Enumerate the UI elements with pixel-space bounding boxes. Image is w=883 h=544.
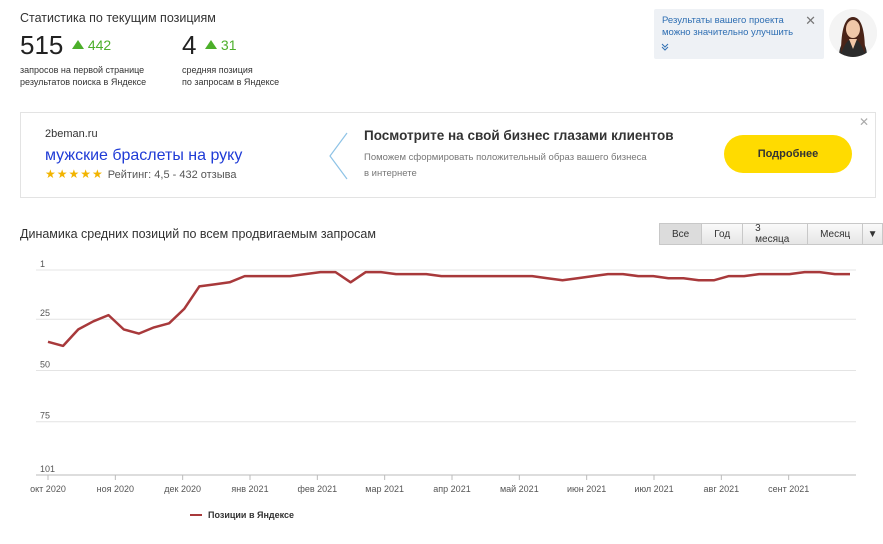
stat-description: запросов на первой странице результатов … [20, 65, 147, 87]
y-tick-label: 50 [40, 359, 50, 369]
range-year-button[interactable]: Год [701, 223, 744, 245]
x-tick-label: сент 2021 [768, 484, 809, 494]
x-tick-label: янв 2021 [231, 484, 268, 494]
stat-top-queries: 515 442 запросов на первой странице резу… [20, 32, 146, 88]
chart-title: Динамика средних позиций по всем продвиг… [20, 227, 376, 241]
stat-delta-value: 442 [87, 37, 112, 53]
legend-label: Позиции в Яндексе [208, 510, 295, 520]
ad-rating: ★★★★★ Рейтинг: 4,5 - 432 отзыва [45, 167, 236, 181]
y-tick-label: 1 [40, 259, 45, 269]
stat-delta-value: 31 [220, 37, 237, 53]
improvement-notification[interactable]: Результаты вашего проекта можно значител… [654, 9, 824, 59]
x-tick-label: окт 2020 [30, 484, 66, 494]
x-tick-label: июн 2021 [567, 484, 606, 494]
x-tick-label: авг 2021 [704, 484, 740, 494]
y-tick-label: 25 [40, 308, 50, 318]
stat-delta: 442 [71, 32, 112, 58]
stat-delta: 31 [204, 32, 237, 58]
ad-banner[interactable]: 2beman.ru мужские браслеты на руку ★★★★★… [20, 112, 876, 198]
x-tick-label: мар 2021 [365, 484, 404, 494]
stat-value: 4 [182, 30, 197, 60]
x-tick-label: дек 2020 [164, 484, 201, 494]
ad-title-link[interactable]: мужские браслеты на руку [45, 147, 243, 164]
stat-value: 515 [20, 30, 64, 60]
range-all-button[interactable]: Все [659, 223, 703, 245]
chevron-down-icon[interactable] [661, 43, 669, 53]
details-button[interactable]: Подробнее [724, 135, 852, 173]
x-tick-label: июл 2021 [634, 484, 673, 494]
rating-stars-icon: ★★★★★ [45, 167, 104, 181]
ad-domain[interactable]: 2beman.ru [45, 128, 98, 140]
chart-legend[interactable]: Позиции в Яндексе [190, 510, 294, 520]
chevron-left-icon [329, 132, 348, 180]
x-tick-label: апр 2021 [433, 484, 470, 494]
rating-text: Рейтинг: 4,5 - 432 отзыва [107, 169, 237, 181]
up-arrow-icon [71, 40, 84, 49]
y-tick-label: 75 [40, 411, 50, 421]
up-arrow-icon [204, 40, 217, 49]
y-tick-label: 101 [40, 464, 55, 474]
close-icon[interactable]: ✕ [858, 115, 869, 129]
avatar[interactable] [829, 9, 877, 57]
notification-text[interactable]: Результаты вашего проекта можно значител… [662, 15, 794, 38]
series-line [47, 270, 850, 348]
close-icon[interactable]: ✕ [805, 13, 816, 28]
stats-title: Статистика по текущим позициям [20, 11, 216, 25]
stat-average-position: 4 31 средняя позиция по запросам в Яндек… [182, 32, 279, 88]
stat-description: средняя позиция по запросам в Яндексе [182, 65, 280, 87]
ad-headline: Посмотрите на свой бизнес глазами клиент… [364, 128, 674, 143]
legend-swatch [190, 514, 202, 516]
ad-subtext: Поможем сформировать положительный образ… [364, 152, 647, 179]
range-selector: Все Год 3 месяца Месяц ▼ [659, 223, 883, 245]
x-tick-label: ноя 2020 [97, 484, 134, 494]
x-tick-label: май 2021 [500, 484, 539, 494]
x-tick-label: фев 2021 [297, 484, 337, 494]
